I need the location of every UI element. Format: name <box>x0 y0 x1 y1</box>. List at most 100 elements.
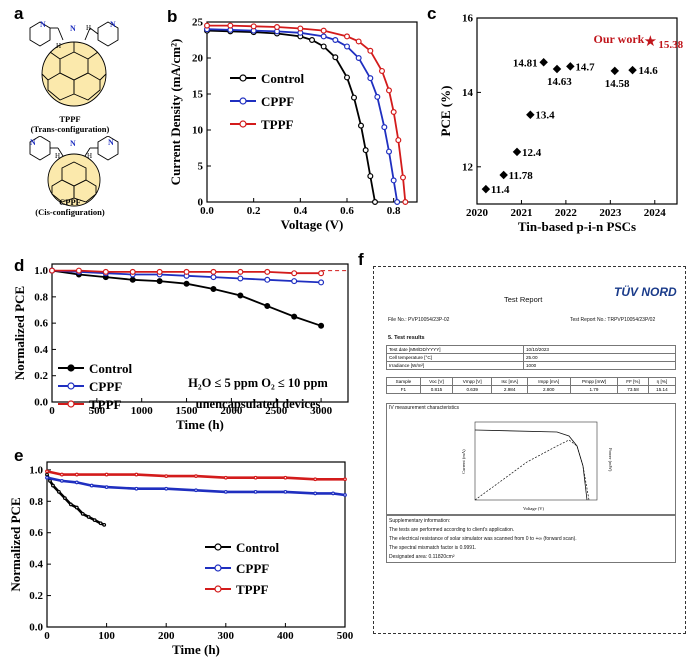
results-cell: 1.79 <box>569 385 619 394</box>
atom-h-right: H <box>86 24 91 32</box>
data-point <box>250 23 257 30</box>
data-point <box>51 483 55 488</box>
data-point <box>374 93 381 100</box>
condition-value: 10/10/2023 <box>523 345 676 354</box>
data-point <box>194 474 198 479</box>
data-label: 12.4 <box>522 147 542 159</box>
data-point <box>223 489 228 494</box>
y-tick-label: 12 <box>462 161 474 173</box>
data-point <box>332 37 339 44</box>
supp-line: Designated area: 0.11820cm² <box>389 554 455 560</box>
data-point <box>318 270 325 277</box>
data-point <box>318 322 325 329</box>
data-point <box>60 472 64 477</box>
data-label: 14.81 <box>513 57 538 69</box>
y-tick-label: 0.2 <box>29 590 43 602</box>
report-section-title: 5. Test results <box>388 335 425 341</box>
condition-label: Cell temperature [°C] <box>386 353 524 362</box>
data-point <box>355 54 362 61</box>
y-axis-label: Current Density (mA/cm²) <box>168 39 183 186</box>
data-label: 14.7 <box>575 61 595 73</box>
y-tick-label: 16 <box>462 13 474 25</box>
x-tick-label: 1000 <box>131 405 154 417</box>
chart-b-jv-curves: 0.0 0.2 0.4 0.6 0.8 0 5 10 15 20 25 Voltage (V) Curr… <box>168 17 418 232</box>
x-tick-label: 0.8 <box>387 205 401 217</box>
data-point <box>80 511 85 516</box>
test-report-panel: Test Report TÜV NORD File No.: PVP10054/… <box>373 266 686 634</box>
legend-label: CPPF <box>89 379 122 394</box>
data-point <box>358 122 365 129</box>
report-file-no: File No.: PVP10054/23P-02 <box>388 317 450 323</box>
data-point <box>291 313 298 320</box>
iv-xlabel: Voltage (V) <box>523 506 545 511</box>
cppf-label: CPPF <box>59 197 81 207</box>
data-point <box>320 43 327 50</box>
atom-n-left: N <box>40 20 46 29</box>
condition-label: Irradiance [W/m²] <box>386 361 524 370</box>
panel-label-c: c <box>427 4 437 23</box>
legend-marker <box>239 120 247 128</box>
results-cell: 73.58 <box>617 385 649 394</box>
data-point <box>344 74 351 81</box>
legend-label: TPPF <box>89 397 122 412</box>
x-tick-label: 1500 <box>176 405 199 417</box>
data-point <box>381 124 388 131</box>
y-tick-label: 0.0 <box>34 397 48 409</box>
tppf-label: TPPF <box>59 114 81 124</box>
x-tick-label: 500 <box>337 630 354 642</box>
atom-n-center: N <box>70 24 76 33</box>
supp-line: The tests are performed according to cli… <box>389 527 515 533</box>
data-point <box>104 472 109 477</box>
data-point <box>320 33 327 40</box>
panel-label-e: e <box>14 446 24 465</box>
plot-frame <box>206 21 418 203</box>
x-axis-label: Time (h) <box>176 417 224 432</box>
atom-h-left: H <box>55 152 60 160</box>
y-tick-label: 0.8 <box>29 496 43 508</box>
highlight-annotation: Our work <box>594 32 645 46</box>
series-line <box>46 470 345 481</box>
condition-row: Cell temperature [°C] 25.00 <box>386 353 676 362</box>
results-cell: 0.815 <box>419 385 454 394</box>
iv-ylabel-right: Power (mW) <box>608 448 613 472</box>
x-tick-label: 0.6 <box>340 205 354 217</box>
data-point <box>318 279 325 286</box>
data-point <box>183 268 190 275</box>
tppf-molecule-drawing: N N N H H <box>29 20 119 107</box>
x-tick-label: 0.0 <box>200 205 214 217</box>
data-point <box>628 65 637 75</box>
data-point <box>386 87 393 94</box>
results-header-row: Sample Voc [V] Vmpp [V] Isc [mA] Impp [m… <box>386 377 677 386</box>
x-axis-label: Tin-based p-i-n PSCs <box>518 219 636 234</box>
y-tick-label: 10 <box>192 125 204 137</box>
y-tick-label: 20 <box>192 53 204 65</box>
data-point <box>291 278 298 285</box>
data-point <box>313 477 318 482</box>
atom-h-right: H <box>87 152 92 160</box>
data-point <box>539 58 548 67</box>
data-point <box>253 475 258 480</box>
legend-marker <box>214 564 222 572</box>
results-cell: 15.14 <box>647 385 677 394</box>
panel-label-f: f <box>358 250 364 269</box>
data-point <box>309 37 316 44</box>
series-line <box>206 29 376 203</box>
atom-n-left: N <box>30 138 36 147</box>
legend-marker <box>67 382 75 390</box>
data-point <box>164 474 169 479</box>
y-tick-label: 5 <box>198 161 204 173</box>
results-header-cell: Sample <box>386 377 421 386</box>
data-label: 14.63 <box>547 76 572 88</box>
data-point <box>386 148 393 155</box>
plot-frame <box>476 17 678 205</box>
data-point <box>566 62 575 71</box>
data-point <box>62 496 67 501</box>
data-point <box>129 268 136 275</box>
series-line <box>51 269 322 327</box>
results-cell: F1 <box>386 385 421 394</box>
data-point <box>344 43 351 50</box>
y-tick-label: 14 <box>462 87 474 99</box>
data-point <box>283 489 288 494</box>
data-point <box>331 491 335 496</box>
data-point <box>129 276 136 283</box>
